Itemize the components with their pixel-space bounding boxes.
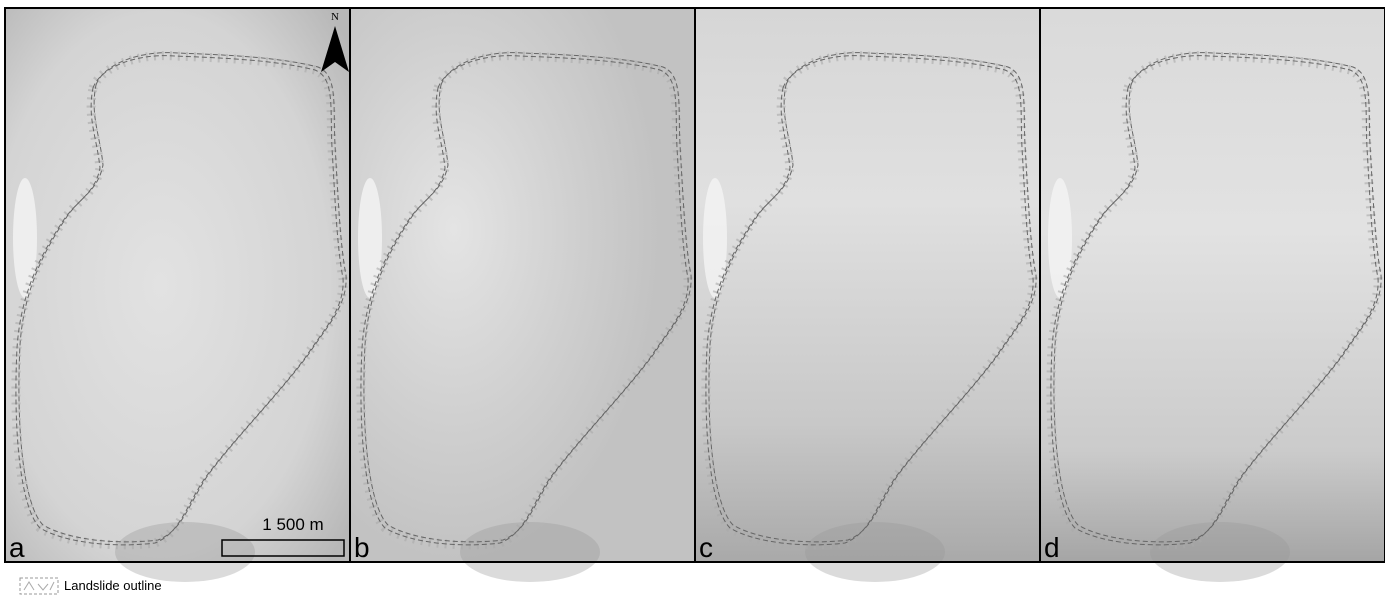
scale-label: 1 500 m	[262, 515, 323, 534]
hillshade	[1040, 8, 1385, 562]
map-panel: c	[695, 8, 1040, 582]
valley-shade	[805, 522, 945, 582]
panel-label: b	[354, 532, 370, 563]
map-panel: d	[1040, 8, 1385, 582]
page: {"panels": [{"label": "a"}, {"label": "b…	[0, 0, 1385, 598]
hillshade	[5, 8, 350, 562]
panel-label: c	[699, 532, 713, 563]
map-panel: b	[350, 8, 695, 582]
hillshade	[350, 8, 695, 562]
figure: a b c d N 1 500 m Landslide outline	[0, 0, 1385, 598]
legend: Landslide outline	[20, 578, 162, 594]
panel-label: d	[1044, 532, 1060, 563]
north-label: N	[331, 11, 339, 23]
panel-label: a	[9, 532, 25, 563]
map-panel: a	[5, 8, 350, 582]
legend-label: Landslide outline	[64, 578, 162, 593]
hillshade	[695, 8, 1040, 562]
valley-shade	[1150, 522, 1290, 582]
valley-shade	[115, 522, 255, 582]
valley-shade	[460, 522, 600, 582]
